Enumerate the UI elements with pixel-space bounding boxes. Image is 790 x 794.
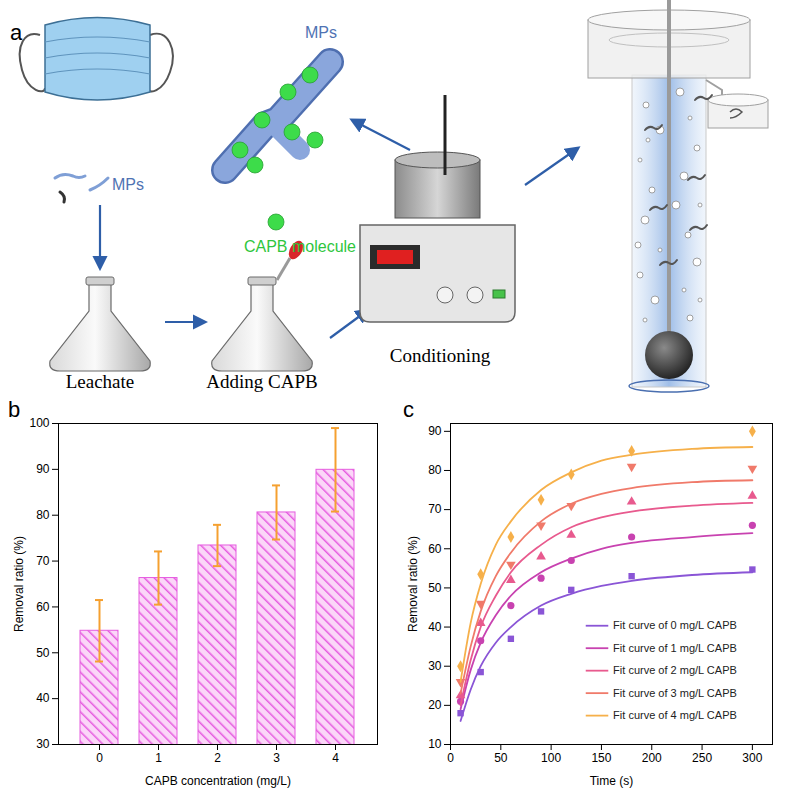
html-text:c: c: [403, 397, 414, 422]
svg-text:Fit curve of 4 mg/L CAPB: Fit curve of 4 mg/L CAPB: [613, 709, 737, 721]
svg-text:Time (s): Time (s): [590, 774, 634, 788]
svg-text:300: 300: [742, 751, 762, 765]
svg-text:50: 50: [428, 581, 442, 595]
svg-text:4: 4: [332, 751, 339, 765]
html-text:b: b: [8, 397, 21, 422]
svg-text:90: 90: [36, 462, 50, 476]
svg-text:3: 3: [273, 751, 280, 765]
svg-text:MPs: MPs: [305, 24, 337, 41]
svg-text:70: 70: [36, 554, 50, 568]
svg-text:MPs: MPs: [112, 176, 144, 193]
svg-text:0: 0: [447, 751, 454, 765]
svg-text:1: 1: [155, 751, 162, 765]
svg-text:100: 100: [541, 751, 561, 765]
svg-text:Conditioning: Conditioning: [390, 345, 491, 366]
svg-text:200: 200: [642, 751, 662, 765]
svg-text:Removal ratio (%): Removal ratio (%): [406, 536, 420, 632]
svg-text:CAPB concentration (mg/L): CAPB concentration (mg/L): [145, 774, 291, 788]
svg-text:Fit curve of 0 mg/L CAPB: Fit curve of 0 mg/L CAPB: [613, 619, 737, 631]
svg-text:Adding CAPB: Adding CAPB: [206, 371, 317, 392]
svg-text:Fit curve of 1 mg/L CAPB: Fit curve of 1 mg/L CAPB: [613, 642, 737, 654]
svg-text:150: 150: [591, 751, 611, 765]
svg-text:2: 2: [214, 751, 221, 765]
svg-text:Removal ratio (%): Removal ratio (%): [12, 536, 26, 632]
svg-text:70: 70: [428, 502, 442, 516]
svg-text:CAPB molecule: CAPB molecule: [244, 238, 356, 255]
svg-text:80: 80: [428, 463, 442, 477]
svg-text:30: 30: [36, 737, 50, 751]
svg-text:0: 0: [96, 751, 103, 765]
svg-text:80: 80: [36, 508, 50, 522]
svg-text:a: a: [10, 20, 23, 45]
svg-text:50: 50: [36, 646, 50, 660]
svg-text:Fit curve of 3 mg/L CAPB: Fit curve of 3 mg/L CAPB: [613, 687, 737, 699]
svg-text:40: 40: [428, 620, 442, 634]
svg-text:Leachate: Leachate: [66, 371, 135, 392]
svg-text:Fit curve of 2 mg/L CAPB: Fit curve of 2 mg/L CAPB: [613, 664, 737, 676]
svg-text:60: 60: [36, 600, 50, 614]
svg-text:100: 100: [29, 416, 49, 430]
svg-text:50: 50: [494, 751, 508, 765]
svg-text:20: 20: [428, 698, 442, 712]
svg-text:250: 250: [692, 751, 712, 765]
svg-text:10: 10: [428, 737, 442, 751]
svg-text:60: 60: [428, 542, 442, 556]
svg-text:90: 90: [428, 424, 442, 438]
svg-text:30: 30: [428, 659, 442, 673]
svg-text:40: 40: [36, 691, 50, 705]
